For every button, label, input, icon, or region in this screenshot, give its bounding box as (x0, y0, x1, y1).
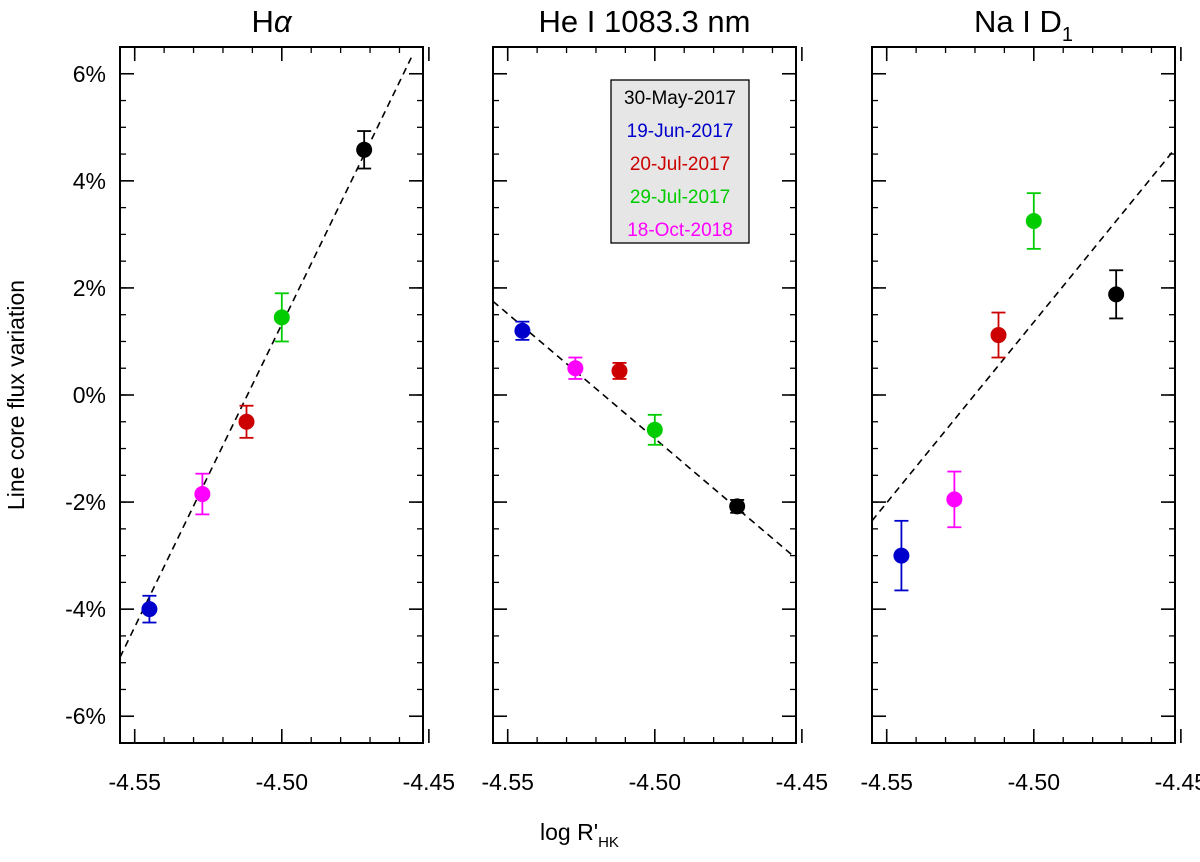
fit-line (872, 148, 1175, 522)
data-point (514, 322, 531, 339)
data-point-group (893, 519, 910, 592)
data-point (946, 491, 963, 508)
legend-entry: 30-May-2017 (624, 88, 736, 109)
y-tick-label: -4% (65, 596, 106, 622)
panel-frame (492, 46, 797, 744)
legend-box (610, 79, 750, 244)
data-point-group (567, 356, 584, 380)
data-point-group (194, 472, 211, 516)
y-axis-label: Line core flux variation (3, 280, 29, 510)
x-axis-label: log R'HK (540, 819, 619, 851)
data-point-group (356, 130, 373, 170)
data-point (990, 327, 1007, 344)
panel-3 (872, 148, 1175, 592)
x-tick-label: -4.55 (860, 769, 912, 795)
legend-entry: 19-Jun-2017 (627, 121, 734, 142)
data-point (729, 498, 746, 515)
data-point-group (990, 311, 1007, 359)
y-tick-label: 4% (73, 168, 106, 194)
x-tick-label: -4.50 (629, 769, 681, 795)
data-point-group (1108, 269, 1125, 320)
panel-title: He I 1083.3 nm (539, 4, 751, 39)
data-point (273, 309, 290, 326)
y-tick-label: -6% (65, 703, 106, 729)
x-tick-label: -4.50 (256, 769, 308, 795)
x-tick-label: -4.55 (108, 769, 160, 795)
data-point (646, 421, 663, 438)
y-tick-label: -2% (65, 489, 106, 515)
data-point-group (1025, 192, 1042, 250)
data-point (238, 413, 255, 430)
data-point-group (646, 413, 663, 446)
data-point (356, 141, 373, 158)
data-point-group (141, 594, 158, 624)
x-tick-label: -4.45 (403, 769, 455, 795)
data-point-group (514, 320, 531, 341)
data-point (893, 547, 910, 564)
y-tick-label: 2% (73, 275, 106, 301)
legend-entry: 20-Jul-2017 (630, 154, 730, 175)
data-point-group (238, 404, 255, 439)
legend-entry: 18-Oct-2018 (627, 220, 733, 241)
panel-1 (120, 57, 412, 658)
y-tick-label: 0% (73, 382, 106, 408)
data-point (611, 362, 628, 379)
panel-frame (871, 46, 1176, 744)
data-point (194, 486, 211, 503)
x-tick-label: -4.55 (481, 769, 533, 795)
fit-line (493, 300, 796, 559)
data-point-group (273, 292, 290, 343)
panel-title: Hα (251, 4, 292, 39)
panel-2 (493, 300, 796, 559)
x-tick-label: -4.50 (1008, 769, 1060, 795)
data-point-group (946, 470, 963, 529)
data-point-group (611, 361, 628, 380)
panel-frame (119, 46, 424, 744)
panel-title: Na I D1 (974, 4, 1073, 46)
data-point-group (729, 498, 746, 515)
x-tick-label: -4.45 (776, 769, 828, 795)
data-point (567, 360, 584, 377)
legend-entry: 29-Jul-2017 (630, 187, 730, 208)
data-point (141, 601, 158, 618)
data-point (1108, 286, 1125, 303)
data-point (1025, 213, 1042, 229)
y-tick-label: 6% (73, 61, 106, 87)
legend: 30-May-2017 19-Jun-2017 20-Jul-2017 29-Jul-… (610, 79, 750, 244)
x-tick-label: -4.45 (1155, 769, 1200, 795)
